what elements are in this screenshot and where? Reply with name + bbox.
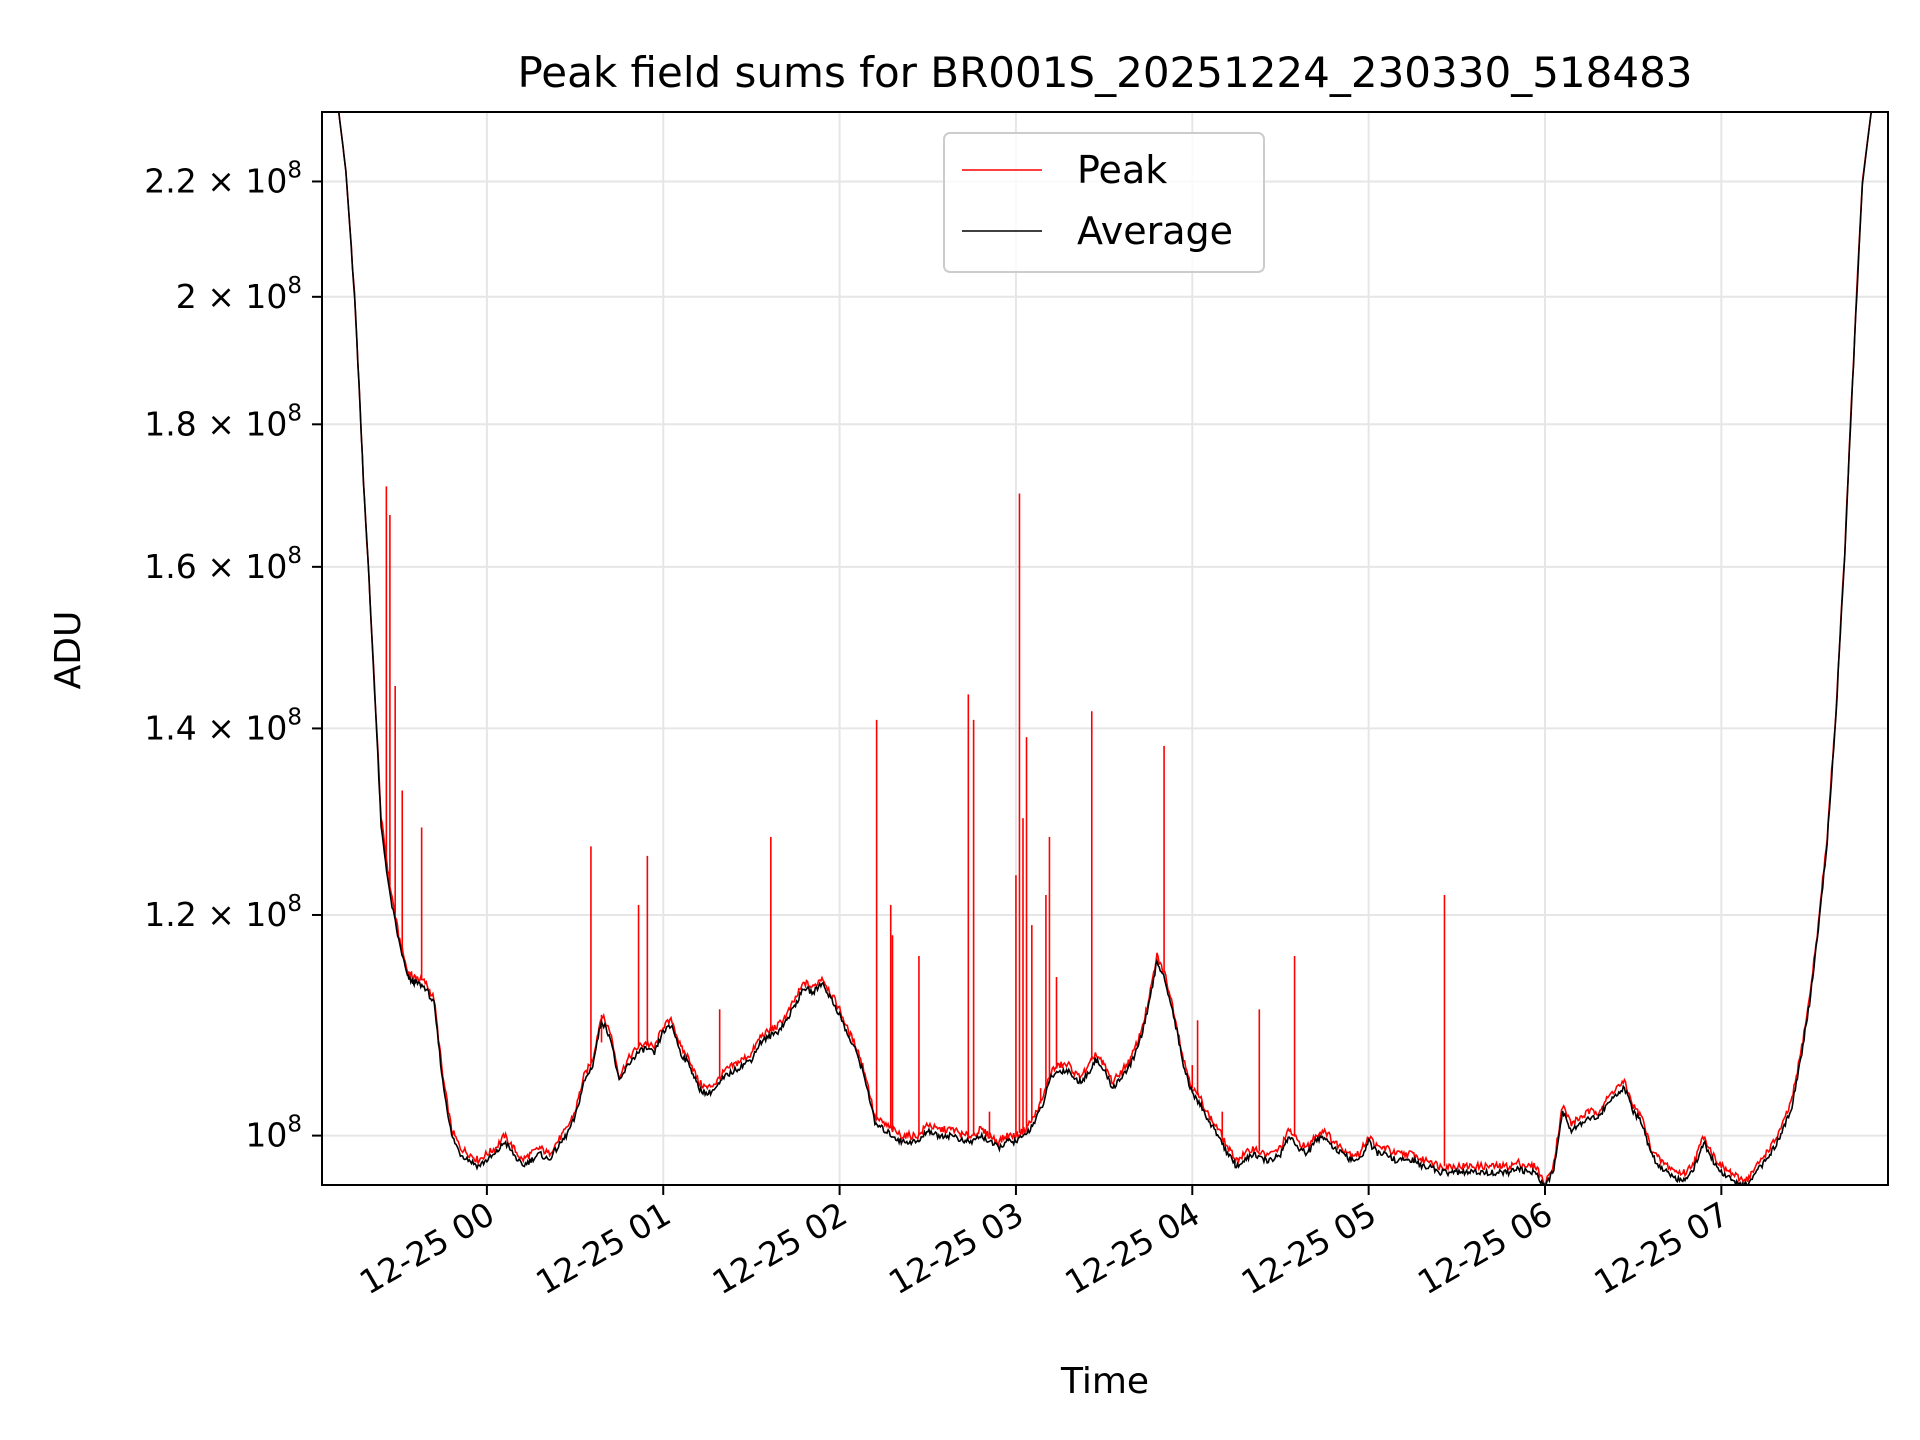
- y-tick-label-5: 2 × 108: [176, 273, 302, 316]
- y-tick-label-2: 1.4 × 108: [144, 704, 302, 747]
- series-layer: [328, 112, 1881, 1185]
- series-average-line: [328, 112, 1881, 1185]
- legend: Peak Average: [943, 132, 1265, 273]
- chart-title: Peak field sums for BR001S_20251224_2303…: [517, 48, 1692, 97]
- y-tick-label-0: 108: [245, 1112, 302, 1155]
- y-tick-label-6: 2.2 × 108: [144, 157, 302, 200]
- plot-frame: [321, 111, 1889, 1186]
- series-peak-line: [328, 112, 1881, 1185]
- legend-peak-label: Peak: [1077, 148, 1167, 192]
- y-axis-label: ADU: [48, 611, 89, 690]
- y-tick-label-3: 1.6 × 108: [144, 543, 302, 586]
- legend-average-label: Average: [1077, 209, 1233, 253]
- y-tick-label-1: 1.2 × 108: [144, 891, 302, 934]
- legend-box: [943, 132, 1265, 273]
- y-axis: 108 1.2 × 108 1.4 × 108 1.6 × 108 1.8 × 108 2…: [144, 157, 322, 1155]
- y-tick-label-4: 1.8 × 108: [144, 400, 302, 443]
- x-axis-label: Time: [1060, 1361, 1149, 1402]
